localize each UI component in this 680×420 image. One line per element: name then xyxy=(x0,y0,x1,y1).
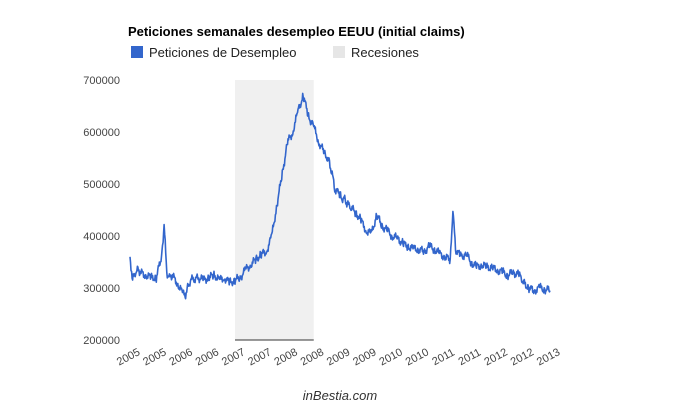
legend-swatch-claims xyxy=(131,46,143,58)
x-tick-label: 2009 xyxy=(351,346,378,368)
legend-swatch-recessions xyxy=(333,46,345,58)
chart-credit: inBestia.com xyxy=(303,388,378,403)
x-tick-label: 2006 xyxy=(194,346,221,368)
legend-label-recessions: Recesiones xyxy=(351,45,419,60)
x-tick-label: 2005 xyxy=(115,346,142,368)
y-tick-label: 300000 xyxy=(83,283,120,295)
x-tick-label: 2011 xyxy=(457,347,484,369)
x-tick-label: 2010 xyxy=(377,346,404,368)
x-tick-label: 2009 xyxy=(325,346,352,368)
x-tick-label: 2010 xyxy=(404,346,431,368)
y-tick-label: 400000 xyxy=(83,231,120,243)
y-tick-label: 700000 xyxy=(83,75,120,87)
x-tick-label: 2012 xyxy=(509,346,536,368)
x-tick-label: 2011 xyxy=(430,347,457,369)
x-tick-label: 2008 xyxy=(272,346,299,368)
y-tick-label: 500000 xyxy=(83,179,120,191)
x-tick-label: 2013 xyxy=(535,346,562,368)
y-tick-label: 600000 xyxy=(83,127,120,139)
x-axis-ticks: 2005200520062006200720072008200820092009… xyxy=(115,346,562,368)
legend-label-claims: Peticiones de Desempleo xyxy=(149,45,296,60)
recession-band xyxy=(235,80,314,340)
legend: Peticiones de Desempleo Recesiones xyxy=(131,45,419,60)
x-tick-label: 2008 xyxy=(299,346,326,368)
series-line-claims xyxy=(129,92,551,300)
y-axis-ticks: 200000 300000 400000 500000 600000 700000 xyxy=(83,75,120,347)
x-tick-label: 2005 xyxy=(141,346,168,368)
x-tick-label: 2012 xyxy=(482,346,509,368)
x-tick-label: 2007 xyxy=(220,346,247,368)
y-tick-label: 200000 xyxy=(83,335,120,347)
x-tick-label: 2007 xyxy=(246,346,273,368)
x-tick-label: 2006 xyxy=(167,346,194,368)
chart-title: Peticiones semanales desempleo EEUU (ini… xyxy=(128,24,465,39)
